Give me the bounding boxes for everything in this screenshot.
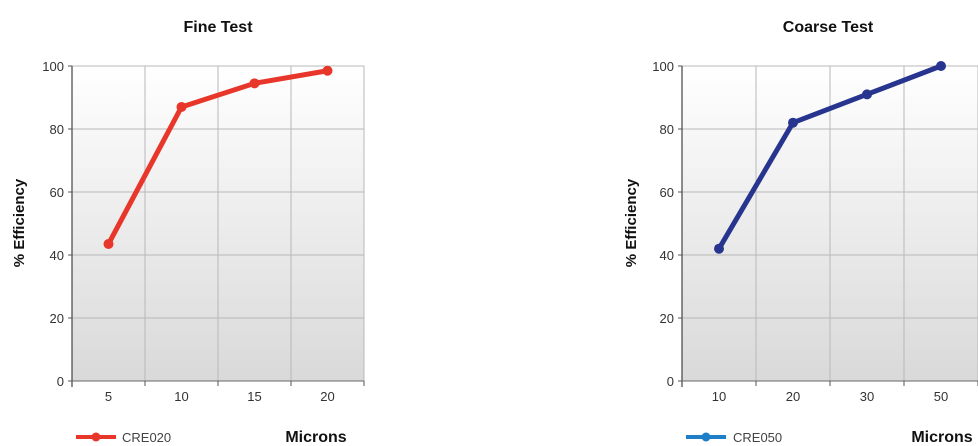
data-point [249,78,260,89]
y-tick-label: 0 [667,374,674,389]
y-axis-label: % Efficiency [623,178,640,267]
data-point [714,243,724,254]
legend-label-cre050: CRE050 [733,430,782,445]
data-point [862,89,872,100]
legend-marker-cre050 [701,432,711,442]
data-point [176,101,187,112]
chart-fine-test: Fine Test % Efficiency 0 20 40 60 80 100 5 10 1… [11,19,365,446]
x-axis-label: Microns [911,429,972,446]
y-tick-label: 20 [50,311,64,326]
x-tick-label: 20 [786,389,800,404]
y-tick-label: 100 [652,59,674,74]
y-tick-label: 20 [660,311,674,326]
x-tick-label: 10 [712,389,726,404]
chart-coarse-test: Coarse Test % Efficiency 0 20 40 60 80 100 10… [623,19,978,446]
x-tick-label: 15 [247,389,261,404]
y-tick-label: 80 [660,122,674,137]
y-axis-label: % Efficiency [11,178,28,267]
data-point [788,117,798,128]
x-tick-label: 50 [934,389,948,404]
y-tick-label: 100 [42,59,64,74]
x-tick-label: 10 [174,389,188,404]
data-point [322,65,333,76]
legend: CRE050 [686,430,782,445]
data-point [936,61,946,71]
chart-title: Fine Test [183,19,253,36]
y-tick-label: 60 [50,185,64,200]
x-tick-label: 30 [860,389,874,404]
legend: CRE020 [76,430,171,445]
chart-title: Coarse Test [783,19,874,36]
legend-label-cre020: CRE020 [122,430,171,445]
series-line-cre050 [716,63,944,252]
legend-marker-cre020 [91,432,101,442]
y-tick-label: 40 [50,248,64,263]
series-line-cre020 [106,68,330,247]
y-tick-label: 60 [660,185,674,200]
x-tick-label: 20 [320,389,334,404]
y-tick-label: 0 [57,374,64,389]
y-tick-label: 80 [50,122,64,137]
y-tick-label: 40 [660,248,674,263]
data-point [103,238,114,249]
x-axis-label: Microns [285,429,346,446]
x-tick-label: 5 [105,389,112,404]
